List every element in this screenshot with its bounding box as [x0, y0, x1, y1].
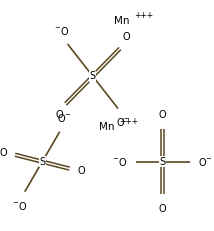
Text: O: O: [159, 110, 166, 120]
Text: $^{-}$O: $^{-}$O: [112, 156, 127, 168]
Text: +++: +++: [135, 11, 154, 20]
Text: Mn: Mn: [114, 16, 130, 26]
Text: O$^{-}$: O$^{-}$: [198, 156, 213, 168]
Text: Mn: Mn: [99, 122, 114, 132]
Text: O$^{-}$: O$^{-}$: [57, 112, 72, 124]
Text: O: O: [122, 32, 130, 42]
Text: $^{-}$O: $^{-}$O: [12, 200, 28, 212]
Text: O: O: [159, 204, 166, 214]
Text: S: S: [90, 71, 96, 81]
Text: +++: +++: [119, 118, 138, 126]
Text: O: O: [77, 166, 85, 176]
Text: S: S: [160, 157, 166, 167]
Text: O$^{-}$: O$^{-}$: [116, 116, 131, 128]
Text: O: O: [56, 110, 63, 120]
Text: $^{-}$O: $^{-}$O: [54, 25, 70, 37]
Text: O: O: [0, 148, 7, 158]
Text: S: S: [39, 157, 45, 167]
